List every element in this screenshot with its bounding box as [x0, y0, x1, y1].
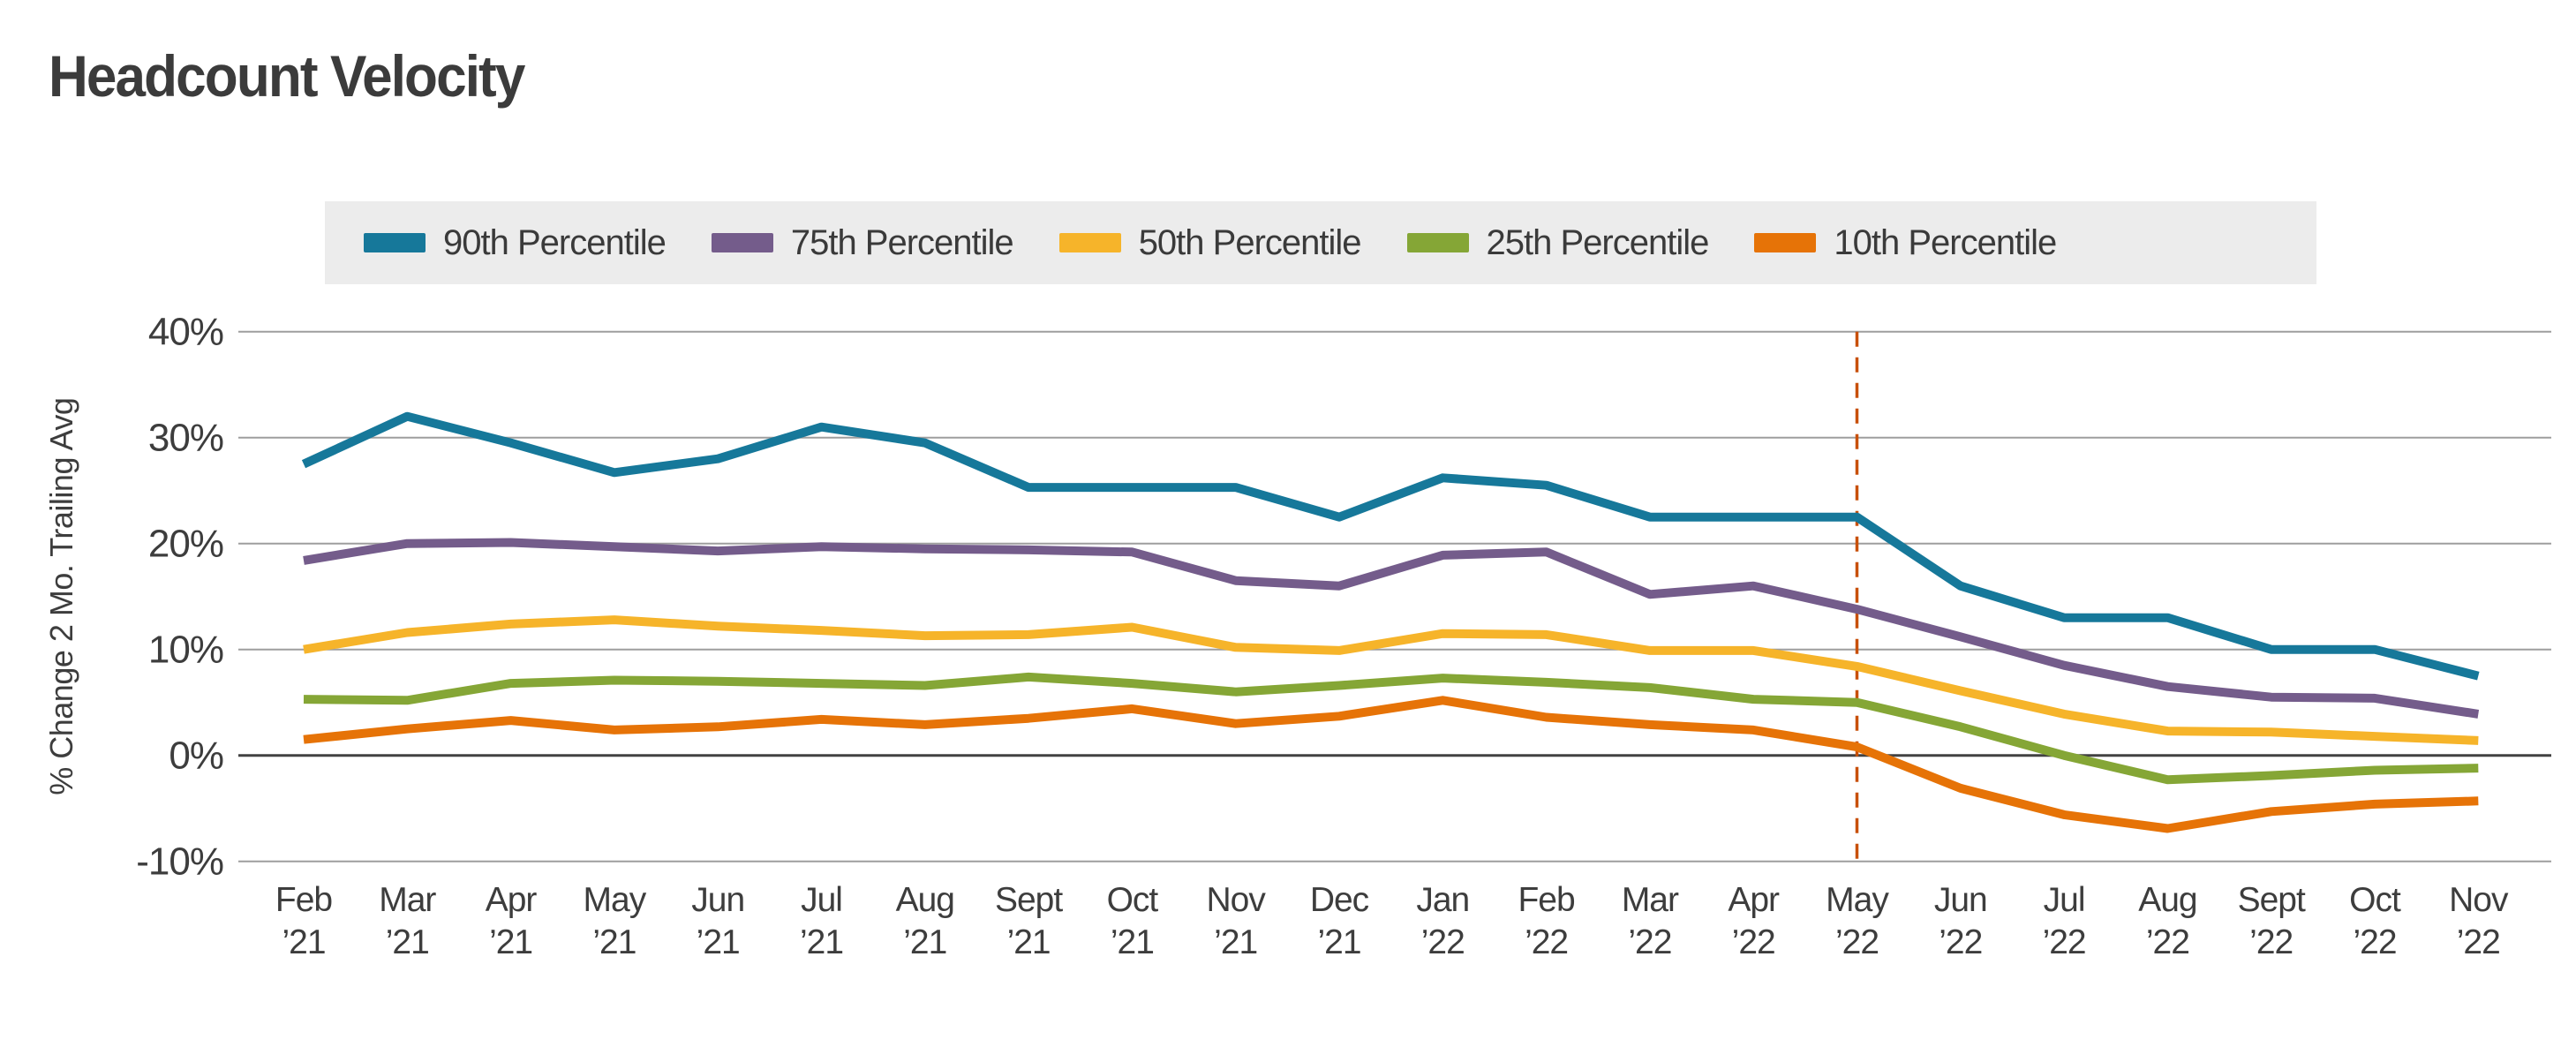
x-axis-tick-year: ’22 — [2043, 923, 2086, 961]
x-axis-tick-year: ’22 — [2249, 923, 2293, 961]
y-axis-title: % Change 2 Mo. Trailing Avg — [43, 398, 79, 795]
legend-swatch-10th-percentile-icon — [1754, 233, 1817, 252]
x-axis-tick-month: Mar — [379, 881, 436, 919]
x-axis-tick-month: May — [584, 881, 647, 919]
x-axis-tick-year: ’21 — [282, 923, 325, 961]
y-axis-tick-label: 20% — [148, 523, 223, 566]
legend-label: 75th Percentile — [790, 222, 1014, 262]
legend-swatch-50th-percentile-icon — [1058, 233, 1121, 252]
x-axis-tick-year: ’21 — [800, 923, 843, 961]
x-axis-tick-year: ’21 — [386, 923, 429, 961]
y-axis-tick-label: 40% — [148, 311, 223, 354]
legend-label: 25th Percentile — [1486, 222, 1710, 262]
x-axis-tick-year: ’21 — [1007, 923, 1051, 961]
series-line-75th-percentile — [303, 538, 2480, 719]
x-axis-tick-year: ’22 — [1525, 923, 1568, 961]
x-axis-tick-year: ’21 — [1317, 923, 1360, 961]
legend-label: 10th Percentile — [1834, 222, 2057, 262]
x-axis-tick-month: Dec — [1310, 881, 1369, 919]
chart-title: Headcount Velocity — [49, 43, 525, 109]
x-axis-tick-month: Jul — [2044, 881, 2085, 919]
x-axis-tick-month: Nov — [2449, 881, 2509, 919]
x-axis-tick-month: Nov — [1207, 881, 1267, 919]
x-axis-tick-month: May — [1826, 881, 1889, 919]
y-axis-tick-label: 30% — [148, 417, 223, 460]
x-axis-tick-month: Jun — [1934, 881, 1987, 919]
x-axis-tick-month: Jun — [691, 881, 744, 919]
x-axis-tick-year: ’21 — [903, 923, 946, 961]
legend-swatch-90th-percentile-icon — [364, 233, 426, 252]
x-axis-tick-year: ’21 — [592, 923, 636, 961]
x-axis-tick-month: Aug — [896, 881, 954, 919]
y-axis-tick-label: -10% — [136, 840, 223, 884]
x-axis-tick-month: Aug — [2138, 881, 2196, 919]
x-axis-tick-year: ’21 — [697, 923, 740, 961]
legend-swatch-25th-percentile-icon — [1406, 233, 1469, 252]
y-axis-tick-label: 0% — [169, 734, 223, 778]
legend-label: 90th Percentile — [443, 222, 667, 262]
x-axis-tick-year: ’21 — [1214, 923, 1257, 961]
x-axis-tick-month: Feb — [275, 881, 333, 919]
x-axis-tick-year: ’22 — [2457, 923, 2500, 961]
x-axis-tick-year: ’22 — [1939, 923, 1982, 961]
x-axis-tick-year: ’21 — [489, 923, 532, 961]
x-axis-tick-month: Apr — [486, 881, 538, 919]
x-axis-tick-month: Oct — [2349, 881, 2401, 919]
legend-item-25th-percentile[interactable]: 25th Percentile — [1406, 222, 1710, 263]
x-axis-tick-month: Feb — [1518, 881, 1575, 919]
x-axis-tick-month: Sept — [995, 881, 1063, 919]
x-axis-tick-month: Apr — [1728, 881, 1780, 919]
x-axis-tick-year: ’21 — [1111, 923, 1154, 961]
x-axis-tick-month: Sept — [2238, 881, 2306, 919]
x-axis-tick-month: Jan — [1416, 881, 1469, 919]
x-axis-tick-year: ’22 — [2146, 923, 2189, 961]
legend-swatch-75th-percentile-icon — [711, 233, 773, 252]
x-axis-tick-year: ’22 — [1835, 923, 1879, 961]
series-line-10th-percentile — [303, 696, 2479, 833]
legend-label: 50th Percentile — [1138, 222, 1362, 262]
legend: 90th Percentile 75th Percentile 50th Per… — [325, 201, 2316, 284]
series-line-50th-percentile — [303, 615, 2479, 745]
legend-item-10th-percentile[interactable]: 10th Percentile — [1754, 222, 2057, 263]
x-axis-tick-month: Mar — [1622, 881, 1679, 919]
y-axis-tick-label: 10% — [148, 629, 223, 672]
legend-item-75th-percentile[interactable]: 75th Percentile — [711, 222, 1014, 263]
x-axis-tick-year: ’22 — [2353, 923, 2396, 961]
legend-item-50th-percentile[interactable]: 50th Percentile — [1058, 222, 1362, 263]
series-line-90th-percentile — [301, 411, 2480, 681]
legend-item-90th-percentile[interactable]: 90th Percentile — [364, 222, 667, 263]
x-axis-tick-year: ’22 — [1628, 923, 1671, 961]
x-axis-tick-year: ’22 — [1732, 923, 1775, 961]
series-line-25th-percentile — [303, 672, 2479, 785]
x-axis-tick-month: Jul — [801, 881, 842, 919]
x-axis-tick-month: Oct — [1107, 881, 1159, 919]
x-axis-tick-year: ’22 — [1421, 923, 1465, 961]
